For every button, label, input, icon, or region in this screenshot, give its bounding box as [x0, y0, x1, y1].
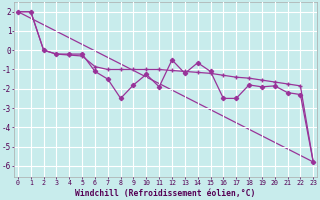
X-axis label: Windchill (Refroidissement éolien,°C): Windchill (Refroidissement éolien,°C) [76, 189, 256, 198]
